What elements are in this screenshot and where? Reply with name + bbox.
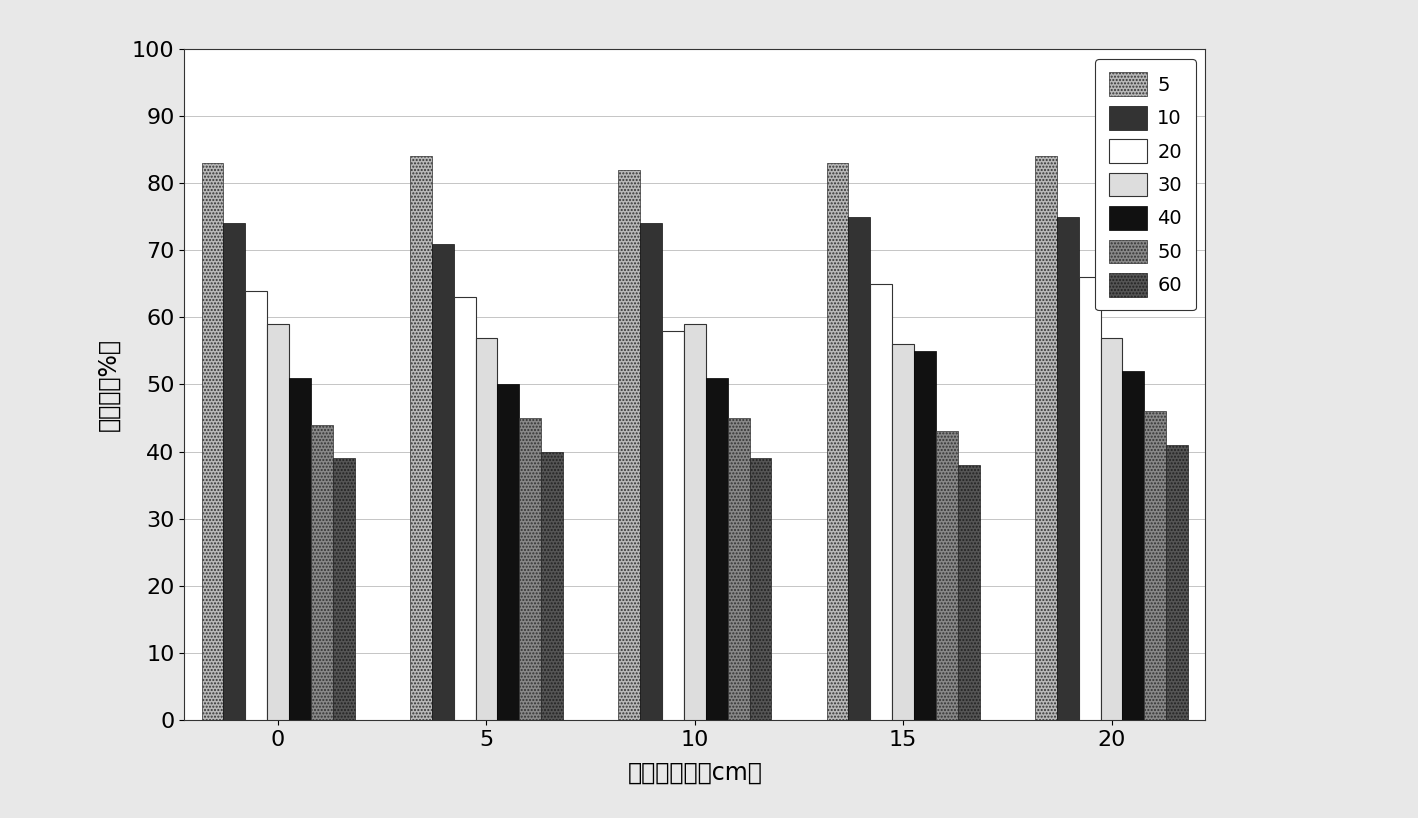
Bar — [410, 156, 431, 720]
Bar — [267, 324, 289, 720]
Bar — [1100, 338, 1123, 720]
Bar — [542, 452, 563, 720]
Bar — [959, 465, 980, 720]
Bar — [915, 351, 936, 720]
Bar — [750, 458, 771, 720]
Bar — [431, 244, 454, 720]
Bar — [245, 290, 267, 720]
Bar — [1166, 445, 1188, 720]
Bar — [892, 344, 915, 720]
Bar — [871, 284, 892, 720]
Bar — [454, 297, 475, 720]
Bar — [289, 378, 311, 720]
Bar — [333, 458, 354, 720]
Bar — [1079, 277, 1100, 720]
X-axis label: 距阳极距离（cm）: 距阳极距离（cm） — [627, 761, 763, 784]
Y-axis label: 去除率（%）: 去除率（%） — [96, 338, 121, 431]
Bar — [848, 217, 871, 720]
Bar — [936, 431, 959, 720]
Bar — [201, 163, 224, 720]
Bar — [683, 324, 706, 720]
Bar — [640, 223, 662, 720]
Bar — [1144, 411, 1166, 720]
Bar — [519, 418, 542, 720]
Bar — [662, 330, 683, 720]
Bar — [827, 163, 848, 720]
Legend: 5, 10, 20, 30, 40, 50, 60: 5, 10, 20, 30, 40, 50, 60 — [1095, 59, 1195, 310]
Bar — [1035, 156, 1056, 720]
Bar — [1123, 371, 1144, 720]
Bar — [311, 425, 333, 720]
Bar — [706, 378, 727, 720]
Bar — [727, 418, 750, 720]
Bar — [224, 223, 245, 720]
Bar — [498, 384, 519, 720]
Bar — [475, 338, 498, 720]
Bar — [1056, 217, 1079, 720]
Bar — [618, 170, 640, 720]
